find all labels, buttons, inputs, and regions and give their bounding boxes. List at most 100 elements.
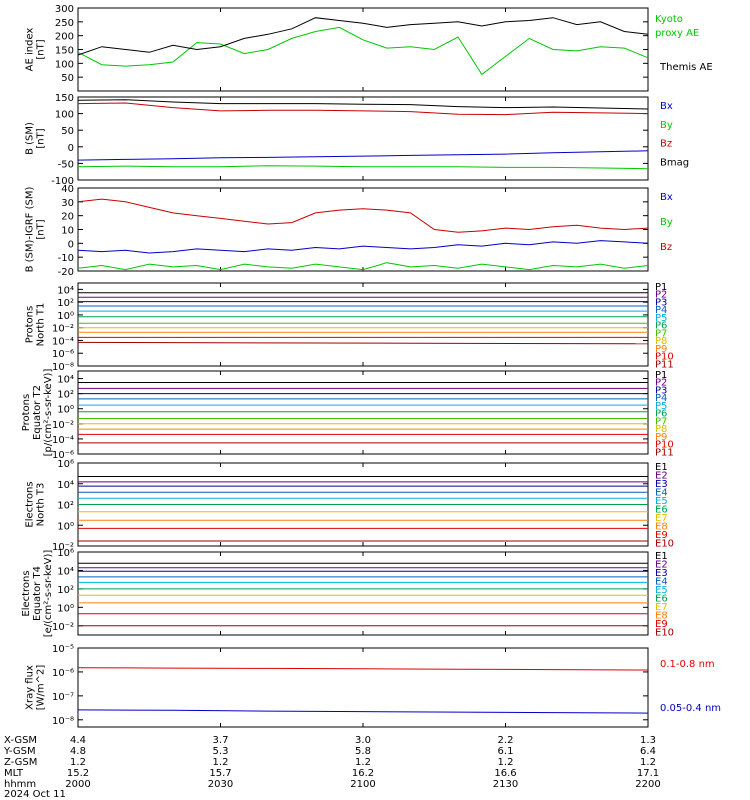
series-line-p11 [77,341,649,345]
footer-value: 4.4 [70,735,86,746]
footer-value: 5.3 [213,746,229,757]
y-tick-label: 10 [61,226,74,237]
legend-entry: Bz [660,139,672,150]
y-axis-label: North T1 [36,303,47,347]
footer-value: 17.1 [637,768,659,779]
y-tick-label: 30 [61,198,74,209]
legend-entry: P8 [655,336,667,347]
legend-entry: E5 [655,496,668,507]
footer-value: 2.2 [498,735,514,746]
y-tick-label: 10² [57,390,74,401]
y-tick-label: -50 [58,159,74,170]
legend: Kyoto proxy AE Themis AE [655,14,713,73]
y-axis-label: Electrons [25,481,36,527]
legend-entry: E6 [655,505,668,516]
y-tick-label: 10⁻² [52,622,74,633]
y-tick-label: 10⁻⁶ [52,349,74,360]
legend-entry: P3 [655,385,667,396]
legend-entry: 0.05-0.4 nm [660,703,721,714]
legend-entry: By [660,217,673,228]
legend-entry: E7 [655,602,668,613]
series-line-bz [77,198,649,233]
legend-entry: P1 [655,282,667,293]
legend-entry: E7 [655,513,668,524]
y-axis-label: [nT] [36,39,47,59]
y-tick-label: 150 [55,93,74,104]
footer-row-label: MLT [4,768,24,779]
y-tick-label: 200 [55,32,74,43]
legend-entry: E2 [655,560,668,571]
series-line-bx [77,150,649,161]
legend-entry: P1 [655,370,667,381]
y-axis-label: [nT] [36,219,47,239]
y-tick-label: 40 [61,184,74,195]
y-tick-label: 0 [68,239,74,250]
series-line-by [77,165,649,170]
footer-value: 6.4 [640,746,656,757]
y-tick-label: 10⁻⁴ [52,336,74,347]
y-axis-label: Equator T2 [32,385,43,440]
y-axis-label: B (SM) [25,122,36,155]
legend-entry: P3 [655,297,667,308]
y-tick-label: 10⁻⁶ [52,450,74,461]
panel-2: -100 -50 0 50 100 150 B (SM) [nT] Bx By Bz Bmag [25,93,690,187]
legend-entry: E9 [655,530,668,541]
y-tick-label: 10⁻² [52,420,74,431]
footer-value: 3.7 [213,735,229,746]
y-tick-label: 150 [55,46,74,57]
legend-entry: By [660,120,673,131]
series-line-kyoto-proxy-ae [77,26,649,76]
y-tick-label: 10⁰ [57,603,74,614]
y-axis-label: [W/m^2] [36,665,47,711]
footer-value: 1.2 [213,757,229,768]
y-axis-label: North T3 [36,483,47,527]
y-tick-label: 300 [55,4,74,15]
y-tick-label: -10 [58,253,74,264]
y-tick-label: 10⁻⁵ [52,644,74,655]
legend: 0.1-0.8 nm 0.05-0.4 nm [660,659,721,714]
y-tick-label: -20 [58,267,74,278]
legend-entry: P9 [655,344,667,355]
y-tick-label: 10² [57,501,74,512]
y-tick-label: 10⁻² [52,324,74,335]
y-tick-label: 10⁻⁸ [52,362,74,373]
y-tick-label: 10⁴ [57,285,74,296]
footer-value: 1.2 [640,757,656,768]
legend-entry: proxy AE [655,28,699,39]
panel-frame [77,187,649,272]
footer-value: 1.2 [498,757,514,768]
panel-frame [77,282,649,367]
y-axis-label: B (SM)-IGRF (SM) [25,187,36,273]
panel-frame [77,370,649,455]
y-axis-label: AE index [25,28,36,72]
footer-value: 15.2 [67,768,89,779]
footer-value: 16.6 [494,768,516,779]
panel-5: 10⁴ 10² 10⁰ 10⁻² 10⁻⁴ 10⁻⁶ Protons Equator T2 [p… [21,369,674,461]
footer-value: 2200 [635,779,660,790]
legend-entry: E3 [655,479,668,490]
footer-value: 2130 [493,779,518,790]
panel-frame [77,647,649,728]
legend-entry: P11 [655,447,674,458]
legend-entry: E8 [655,611,668,622]
series-line-bmag [77,99,649,110]
y-axis-label: Xray flux [25,665,36,710]
legend-entry: Bmag [660,157,689,168]
y-axis-label: [p/(cm²-s-sr-keV)] [43,369,54,457]
legend-entry: P6 [655,409,667,420]
y-axis-label: Protons [21,394,32,431]
footer-value: 6.1 [498,746,514,757]
footer-value: 1.2 [355,757,371,768]
legend-entry: P7 [655,328,667,339]
y-tick-label: 50 [61,126,74,137]
y-tick-label: 10⁰ [57,405,74,416]
y-axis-label: Equator T4 [32,566,43,621]
y-axis-label: [nT] [36,128,47,148]
legend-entry: Kyoto [655,14,683,25]
legend-entry: P11 [655,359,674,370]
